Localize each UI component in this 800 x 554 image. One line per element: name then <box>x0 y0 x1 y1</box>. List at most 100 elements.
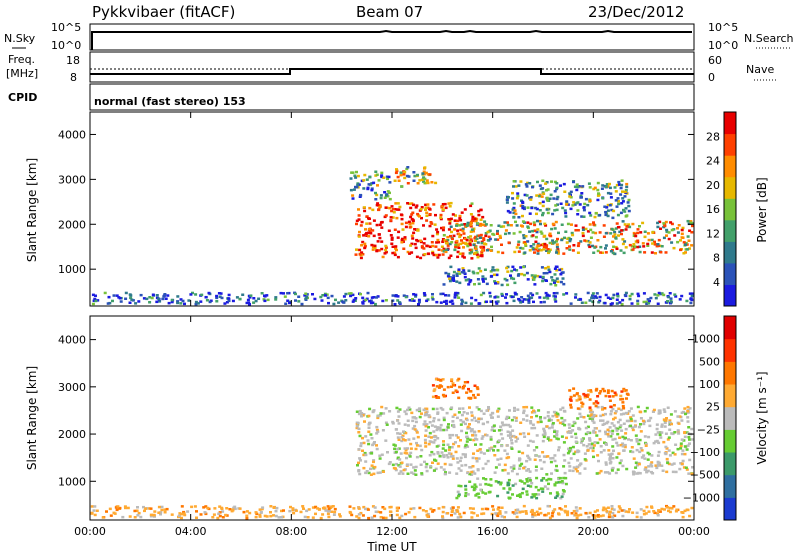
echo-cell <box>596 401 600 405</box>
echo-cell <box>535 207 539 211</box>
echo-cell <box>632 473 636 476</box>
echo-cell <box>422 176 426 179</box>
echo-cell <box>570 223 573 226</box>
echo-cell <box>413 174 417 178</box>
echo-cell <box>561 422 565 425</box>
echo-cell <box>644 512 648 515</box>
echo-cell <box>449 455 453 458</box>
echo-cell <box>384 244 388 248</box>
echo-cell <box>148 296 152 299</box>
echo-cell <box>616 421 620 424</box>
echo-cell <box>568 245 571 248</box>
echo-cell <box>538 209 542 212</box>
colorbar-tick-label: 500 <box>699 355 720 368</box>
echo-cell <box>458 407 461 410</box>
echo-cell <box>587 389 591 392</box>
echo-cell <box>393 228 397 231</box>
echo-cell <box>556 419 560 422</box>
echo-cell <box>303 515 307 519</box>
echo-cell <box>578 464 582 467</box>
echo-cell <box>349 294 353 298</box>
echo-cell <box>533 251 536 254</box>
echo-cell <box>633 419 637 423</box>
y-tick-label: 4000 <box>58 334 86 347</box>
echo-cell <box>362 234 366 237</box>
echo-cell <box>436 427 440 430</box>
echo-cell <box>491 412 495 415</box>
echo-cell <box>604 442 608 446</box>
echo-cell <box>640 456 644 459</box>
echo-cell <box>660 292 664 295</box>
echo-cell <box>562 409 566 413</box>
echo-cell <box>204 296 208 299</box>
echo-cell <box>544 224 548 227</box>
echo-cell <box>365 178 369 181</box>
echo-cell <box>548 233 552 237</box>
echo-cell <box>509 436 512 439</box>
echo-cell <box>672 246 676 250</box>
echo-cell <box>666 461 670 465</box>
echo-cell <box>228 508 232 511</box>
echo-cell <box>528 439 532 443</box>
echo-cell <box>570 435 574 438</box>
echo-cell <box>471 218 475 221</box>
echo-cell <box>438 454 442 458</box>
echo-cell <box>545 196 549 200</box>
echo-cell <box>555 245 559 249</box>
echo-cell <box>608 395 612 398</box>
echo-cell <box>560 267 564 271</box>
echo-cell <box>396 202 400 205</box>
echo-cell <box>378 223 382 227</box>
echo-cell <box>629 407 633 410</box>
echo-cell <box>635 511 639 515</box>
echo-cell <box>376 471 380 475</box>
echo-cell <box>304 297 308 301</box>
x-tick-label: 04:00 <box>175 525 207 538</box>
echo-cell <box>404 512 408 516</box>
echo-cell <box>518 464 522 467</box>
echo-cell <box>599 419 602 422</box>
echo-cell <box>591 292 595 295</box>
echo-cell <box>510 447 514 450</box>
echo-cell <box>399 171 403 174</box>
echo-cell <box>627 510 631 514</box>
echo-cell <box>629 416 633 419</box>
echo-cell <box>400 439 404 443</box>
echo-cell <box>448 205 452 208</box>
echo-cell <box>424 424 428 428</box>
echo-cell <box>182 510 186 514</box>
echo-cell <box>529 510 533 513</box>
echo-cell <box>588 299 592 302</box>
echo-cell <box>275 506 279 510</box>
echo-cell <box>543 416 547 420</box>
echo-cell <box>690 438 694 441</box>
echo-cell <box>400 217 404 221</box>
echo-cell <box>424 171 428 175</box>
echo-cell <box>583 467 587 470</box>
echo-cell <box>604 430 607 434</box>
echo-cell <box>408 453 411 457</box>
echo-cell <box>514 416 518 420</box>
echo-cell <box>512 202 516 205</box>
echo-cell <box>441 208 445 211</box>
echo-cell <box>395 168 398 171</box>
echo-cell <box>374 198 378 201</box>
echo-cell <box>595 292 599 295</box>
echo-cell <box>393 447 397 451</box>
echo-cell <box>527 301 531 304</box>
echo-cell <box>389 234 393 237</box>
echo-cell <box>513 268 516 271</box>
echo-cell <box>199 300 203 303</box>
echo-cell <box>441 238 445 241</box>
echo-cell <box>408 252 412 255</box>
echo-cell <box>639 410 643 414</box>
echo-cell <box>355 248 358 251</box>
echo-cell <box>677 432 681 435</box>
echo-cell <box>133 509 137 513</box>
echo-cell <box>628 243 632 247</box>
echo-cell <box>618 301 622 304</box>
echo-cell <box>357 427 361 431</box>
echo-cell <box>597 193 601 197</box>
echo-cell <box>660 431 664 434</box>
echo-cell <box>484 507 488 511</box>
